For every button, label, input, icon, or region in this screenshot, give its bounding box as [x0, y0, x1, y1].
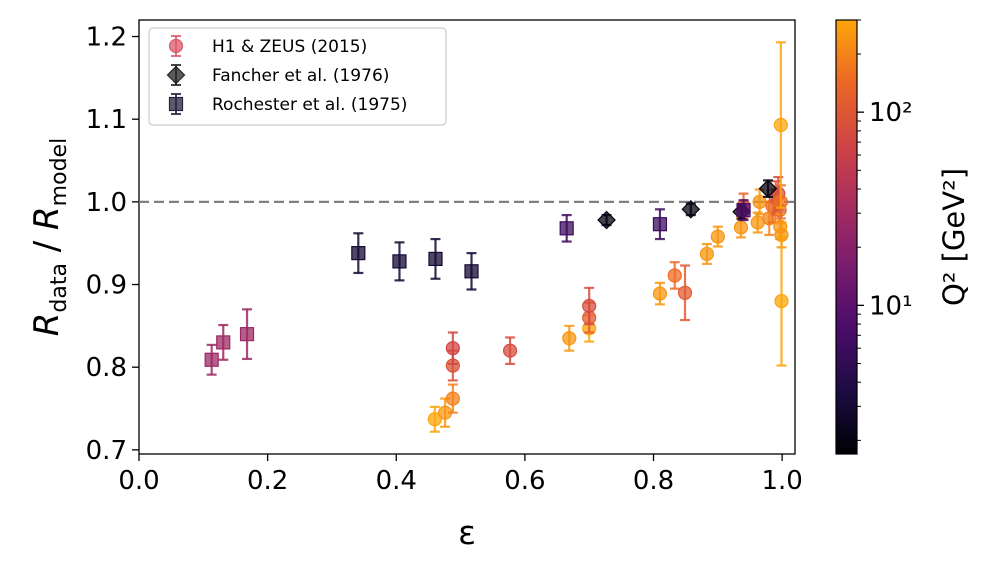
data-point — [239, 327, 255, 342]
data-point — [699, 246, 714, 262]
colorbar-label: Q² [GeV²] — [937, 168, 971, 306]
colorbar-tick-label: 10¹ — [869, 291, 913, 321]
legend-marker-circle — [168, 38, 184, 54]
data-point — [204, 352, 219, 367]
y-axis-title: Rdata / Rmodel — [27, 138, 72, 336]
legend-marker-diamond — [166, 65, 186, 85]
data-point — [597, 210, 616, 230]
data-point — [562, 331, 577, 346]
legend-label: H1 & ZEUS (2015) — [212, 37, 367, 57]
y-tick-label: 1.0 — [86, 188, 127, 218]
data-point — [216, 335, 231, 350]
data-point — [710, 229, 725, 244]
y-axis-ticks: 0.7 0.8 0.9 1.0 1.1 1.2 — [86, 23, 139, 466]
data-point — [681, 199, 701, 219]
data-point — [392, 254, 407, 269]
x-tick-label: 0.0 — [118, 466, 159, 496]
legend-label: Fancher et al. (1976) — [212, 66, 389, 86]
data-point — [758, 179, 778, 198]
data-point — [464, 264, 479, 279]
data-point — [428, 251, 443, 267]
x-axis-title: ε — [458, 513, 476, 552]
x-tick-label: 0.8 — [633, 466, 674, 496]
data-point — [445, 341, 460, 356]
x-tick-label: 0.4 — [376, 466, 417, 496]
data-point — [652, 217, 668, 232]
series-circle — [427, 41, 789, 433]
y-tick-label: 1.2 — [86, 23, 127, 53]
x-tick-label: 0.6 — [504, 466, 545, 496]
plot-area — [138, 19, 796, 455]
y-tick-label: 0.9 — [86, 271, 127, 301]
data-points — [204, 41, 789, 433]
legend-label: Rochester et al. (1975) — [212, 95, 407, 115]
data-point — [351, 246, 366, 261]
colorbar: 10¹ 10² Q² [GeV²] — [835, 19, 971, 455]
legend-box — [148, 27, 447, 126]
data-point — [677, 285, 693, 300]
x-tick-label: 1.0 — [761, 466, 802, 496]
data-point — [667, 268, 682, 283]
data-point — [773, 117, 788, 133]
data-point — [502, 343, 518, 358]
x-axis-ticks: 0.0 0.2 0.4 0.6 0.8 1.0 — [118, 454, 803, 496]
data-point — [445, 391, 460, 406]
data-point — [652, 286, 668, 301]
legend: H1 & ZEUS (2015) Fancher et al. (1976) Roc… — [148, 27, 447, 126]
data-point — [774, 293, 789, 309]
colorbar-gradient — [835, 19, 858, 455]
data-point — [559, 221, 574, 236]
y-tick-label: 0.8 — [86, 353, 127, 383]
y-tick-label: 1.1 — [86, 105, 127, 135]
x-tick-label: 0.2 — [247, 466, 288, 496]
legend-marker-square — [168, 96, 184, 112]
colorbar-tick-label: 10² — [869, 98, 913, 128]
data-point — [582, 298, 597, 314]
data-point — [733, 220, 749, 235]
data-point — [427, 412, 442, 427]
series-square — [204, 199, 751, 376]
data-point — [736, 203, 751, 218]
y-tick-label: 0.7 — [86, 436, 127, 466]
